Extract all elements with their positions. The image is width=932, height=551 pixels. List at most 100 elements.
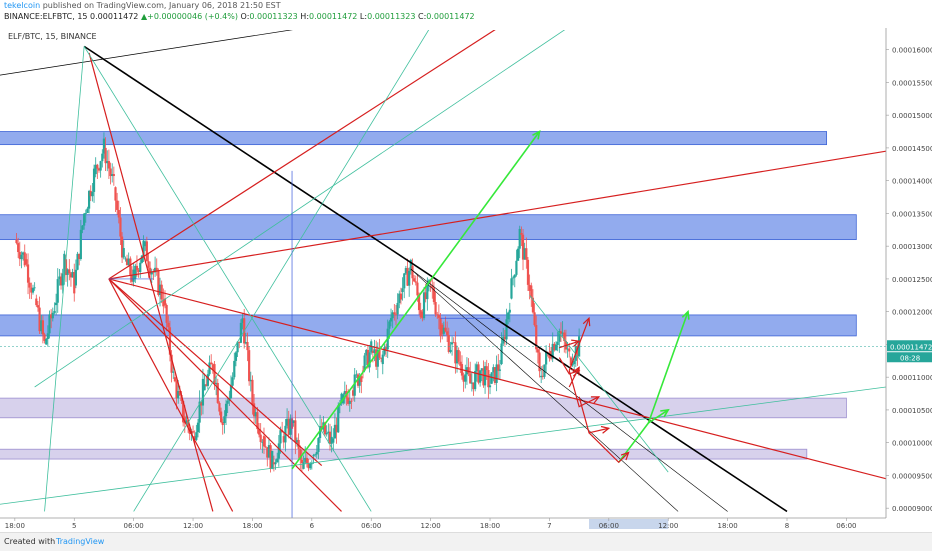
candle-body bbox=[267, 445, 271, 458]
candle-body bbox=[31, 288, 35, 293]
y-tick-label: 0.00015000 bbox=[892, 112, 932, 120]
candle-body bbox=[252, 403, 256, 417]
candle-body bbox=[180, 395, 183, 402]
candle-body bbox=[302, 462, 305, 469]
candle-body bbox=[21, 252, 25, 255]
candle-body bbox=[172, 371, 175, 373]
candle-body bbox=[53, 311, 56, 313]
candle-body bbox=[556, 341, 559, 345]
candle-body bbox=[403, 273, 406, 289]
zone-rect bbox=[0, 397, 847, 419]
candle-body bbox=[508, 309, 511, 313]
candle-body bbox=[132, 269, 135, 282]
candle-body bbox=[26, 264, 30, 283]
y-tick-label: 0.00012000 bbox=[892, 309, 932, 317]
candle-body bbox=[170, 354, 173, 373]
candle-body bbox=[257, 429, 261, 435]
candle-body bbox=[129, 258, 132, 275]
x-tick-label: 12:00 bbox=[183, 522, 203, 530]
candle-body bbox=[497, 364, 500, 371]
y-tick-label: 0.00015500 bbox=[892, 79, 932, 87]
candle-body bbox=[155, 267, 158, 271]
candle-body bbox=[399, 293, 403, 300]
candle-body bbox=[167, 322, 170, 328]
candle-body bbox=[97, 168, 101, 171]
trendline bbox=[108, 278, 342, 512]
arrow-head bbox=[620, 451, 630, 461]
candle-body bbox=[233, 360, 236, 378]
candle-body bbox=[332, 438, 335, 443]
candle-body bbox=[545, 352, 548, 365]
candle-body bbox=[459, 361, 462, 366]
candle-body bbox=[421, 311, 424, 319]
candle-body bbox=[518, 228, 521, 249]
candle-body bbox=[305, 457, 308, 464]
x-tick-label: 06:00 bbox=[124, 522, 144, 530]
candle-body bbox=[310, 463, 313, 465]
candle-body bbox=[231, 377, 234, 386]
candle-body bbox=[558, 330, 561, 342]
candle-body bbox=[535, 325, 538, 350]
candle-body bbox=[462, 375, 465, 382]
countdown-badge bbox=[887, 352, 932, 363]
candle-body bbox=[254, 412, 257, 417]
candle-body bbox=[182, 401, 185, 423]
candle-body bbox=[431, 285, 434, 288]
candle-body bbox=[487, 369, 490, 388]
candle-body bbox=[157, 270, 160, 295]
candle-body bbox=[196, 422, 200, 433]
candle-body bbox=[540, 375, 543, 378]
candle-body bbox=[18, 252, 21, 260]
candle-body bbox=[236, 341, 239, 353]
candle-body bbox=[289, 418, 292, 435]
candle-body bbox=[328, 431, 332, 444]
chart-area[interactable]: 0.00016000 0.00015500 0.00015000 0.00014500… bbox=[0, 28, 932, 538]
candle-body bbox=[63, 253, 66, 274]
candle-body bbox=[144, 241, 147, 247]
candle-body bbox=[307, 463, 310, 469]
candle-body bbox=[116, 200, 119, 210]
candle-body bbox=[576, 346, 579, 357]
candle-body bbox=[251, 379, 254, 406]
candle-body bbox=[533, 312, 536, 326]
candle-body bbox=[510, 278, 513, 299]
candle-body bbox=[521, 234, 525, 260]
candle-body bbox=[447, 334, 450, 352]
candle-body bbox=[568, 348, 571, 352]
candle-body bbox=[162, 299, 165, 307]
author-link[interactable]: tekelcoin bbox=[4, 1, 41, 10]
trendline bbox=[83, 46, 372, 512]
candle-body bbox=[314, 454, 317, 456]
candle-body bbox=[455, 350, 459, 364]
candle-body bbox=[269, 445, 272, 470]
tradingview-logo[interactable]: TradingView bbox=[56, 537, 105, 546]
candle-body bbox=[71, 272, 74, 278]
candle-body bbox=[467, 367, 470, 374]
x-tick-label: 7 bbox=[547, 522, 551, 530]
candle-body bbox=[411, 265, 414, 279]
candle-body bbox=[264, 446, 267, 448]
candle-body bbox=[375, 349, 378, 367]
candle-body bbox=[145, 241, 148, 262]
candle-body bbox=[256, 412, 259, 430]
candle-body bbox=[531, 297, 535, 313]
candle-body bbox=[566, 348, 569, 350]
candle-body bbox=[78, 253, 81, 260]
candle-body bbox=[28, 282, 31, 288]
candle-body bbox=[384, 347, 388, 350]
candle-body bbox=[177, 390, 180, 399]
candle-body bbox=[500, 343, 503, 365]
candle-body bbox=[348, 400, 351, 404]
candle-body bbox=[495, 364, 498, 383]
candle-body bbox=[563, 332, 566, 341]
candle-body bbox=[507, 312, 510, 320]
change-arrow-icon: ▲ bbox=[140, 12, 148, 21]
trendline bbox=[108, 278, 886, 480]
candle-body bbox=[327, 431, 330, 433]
price-chart[interactable]: 0.00016000 0.00015500 0.00015000 0.00014500… bbox=[0, 28, 932, 538]
candle-body bbox=[223, 416, 226, 424]
candle-body bbox=[259, 434, 262, 443]
candle-body bbox=[536, 349, 539, 353]
candle-body bbox=[200, 401, 203, 406]
candle-body bbox=[165, 305, 168, 323]
